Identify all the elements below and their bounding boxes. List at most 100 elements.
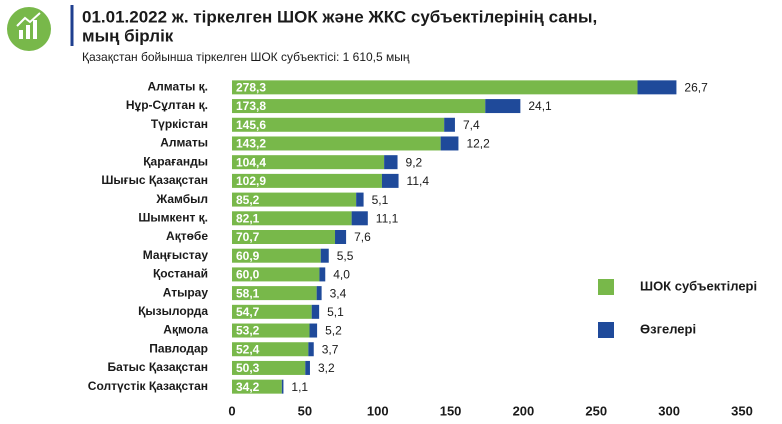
bar-segment — [319, 267, 326, 282]
value-label: 60,0 — [236, 268, 260, 282]
value-label: 11,1 — [376, 211, 399, 225]
value-label: 34,2 — [236, 380, 260, 394]
bar-segment — [308, 342, 314, 357]
bar-segment — [232, 230, 336, 244]
value-label: 9,2 — [406, 155, 423, 169]
bar-segment — [485, 99, 521, 114]
bar-segment — [232, 117, 445, 132]
value-label: 85,2 — [236, 193, 260, 207]
x-tick-label: 0 — [228, 403, 235, 418]
chart-subtitle: Қазақстан бойынша тіркелген ШОК субъекті… — [82, 50, 410, 64]
value-label: 5,1 — [372, 193, 389, 207]
y-tick-label: Шымкент қ. — [138, 210, 208, 224]
value-label: 5,1 — [327, 305, 344, 319]
y-tick-label: Қарағанды — [143, 154, 208, 168]
value-label: 24,1 — [528, 99, 552, 113]
y-tick-label: Маңғыстау — [143, 248, 209, 262]
y-tick-label: Батыс Қазақстан — [107, 360, 208, 374]
value-label: 104,4 — [236, 155, 266, 169]
bar-segment — [444, 117, 455, 132]
x-tick-label: 50 — [298, 403, 312, 418]
bar-segment — [232, 379, 282, 394]
x-tick-label: 350 — [731, 403, 753, 418]
value-label: 50,3 — [236, 361, 260, 375]
legend-label: Өзгелері — [640, 321, 696, 336]
value-label: 3,7 — [322, 342, 339, 356]
value-label: 58,1 — [236, 286, 260, 300]
bar-segment — [232, 360, 306, 375]
bar-segment — [281, 379, 284, 394]
bar-segment — [335, 230, 347, 244]
bar-segment — [320, 248, 329, 263]
value-label: 54,7 — [236, 305, 260, 319]
bar-segment — [305, 360, 310, 375]
bar-segment — [351, 211, 368, 226]
bar-segment — [309, 323, 318, 338]
y-tick-label: Түркістан — [151, 117, 208, 131]
bar-segment — [232, 155, 385, 170]
legend-swatch — [598, 279, 614, 295]
chart-title: 01.01.2022 ж. тіркелген ШОК және ЖКС суб… — [82, 7, 597, 26]
x-tick-label: 250 — [585, 403, 607, 418]
y-tick-label: Алматы қ. — [148, 80, 208, 94]
value-label: 82,1 — [236, 211, 260, 225]
y-tick-label: Шығыс Қазақстан — [101, 173, 208, 187]
value-label: 53,2 — [236, 324, 260, 338]
value-label: 11,4 — [407, 174, 430, 188]
bar-segment — [232, 192, 357, 207]
bar-segment — [381, 173, 399, 188]
bar-segment — [232, 286, 317, 301]
value-label: 12,2 — [466, 137, 490, 151]
value-label: 60,9 — [236, 249, 260, 263]
y-tick-label: Жамбыл — [155, 192, 208, 206]
legend-swatch — [598, 322, 614, 338]
value-label: 26,7 — [684, 81, 708, 95]
y-tick-label: Солтүстік Қазақстан — [88, 379, 208, 393]
bar-segment — [232, 136, 441, 151]
y-tick-label: Ақмола — [163, 323, 208, 337]
bar-segment — [637, 80, 677, 95]
x-tick-label: 300 — [658, 403, 680, 418]
logo — [7, 7, 51, 51]
bar-segment — [232, 304, 312, 319]
value-label: 173,8 — [236, 99, 266, 113]
value-label: 143,2 — [236, 137, 266, 151]
value-label: 5,5 — [337, 249, 354, 263]
y-tick-label: Атырау — [163, 285, 209, 299]
y-tick-label: Ақтөбе — [166, 229, 208, 243]
value-label: 145,6 — [236, 118, 266, 132]
x-tick-label: 150 — [440, 403, 462, 418]
bar-segment — [232, 248, 321, 263]
bar-segment — [316, 286, 322, 301]
bar-segment — [440, 136, 459, 151]
bar-segment — [311, 304, 320, 319]
legend-label: ШОК субъектілері — [640, 278, 757, 293]
value-label: 278,3 — [236, 81, 266, 95]
bar-segment — [384, 155, 398, 170]
x-tick-label: 100 — [367, 403, 389, 418]
value-label: 7,4 — [463, 118, 480, 132]
bar-segment — [232, 211, 352, 226]
chart-title: мың бірлік — [82, 26, 174, 45]
bar-segment — [232, 80, 638, 95]
y-tick-label: Қызылорда — [138, 304, 208, 318]
value-label: 3,2 — [318, 361, 335, 375]
value-label: 70,7 — [236, 230, 260, 244]
y-tick-label: Алматы — [160, 136, 208, 150]
value-label: 3,4 — [330, 286, 347, 300]
bar-segment — [232, 323, 310, 338]
bar-segment — [232, 99, 486, 114]
value-label: 5,2 — [325, 324, 342, 338]
value-label: 7,6 — [354, 230, 371, 244]
value-label: 4,0 — [333, 268, 350, 282]
bar-segment — [232, 267, 320, 282]
bar-segment — [232, 173, 382, 188]
bar-segment — [356, 192, 364, 207]
y-tick-label: Нұр-Сұлтан қ. — [126, 98, 208, 112]
value-label: 1,1 — [291, 380, 308, 394]
y-tick-label: Павлодар — [149, 341, 208, 355]
value-label: 102,9 — [236, 174, 266, 188]
y-tick-label: Қостанай — [153, 267, 208, 281]
x-tick-label: 200 — [513, 403, 535, 418]
